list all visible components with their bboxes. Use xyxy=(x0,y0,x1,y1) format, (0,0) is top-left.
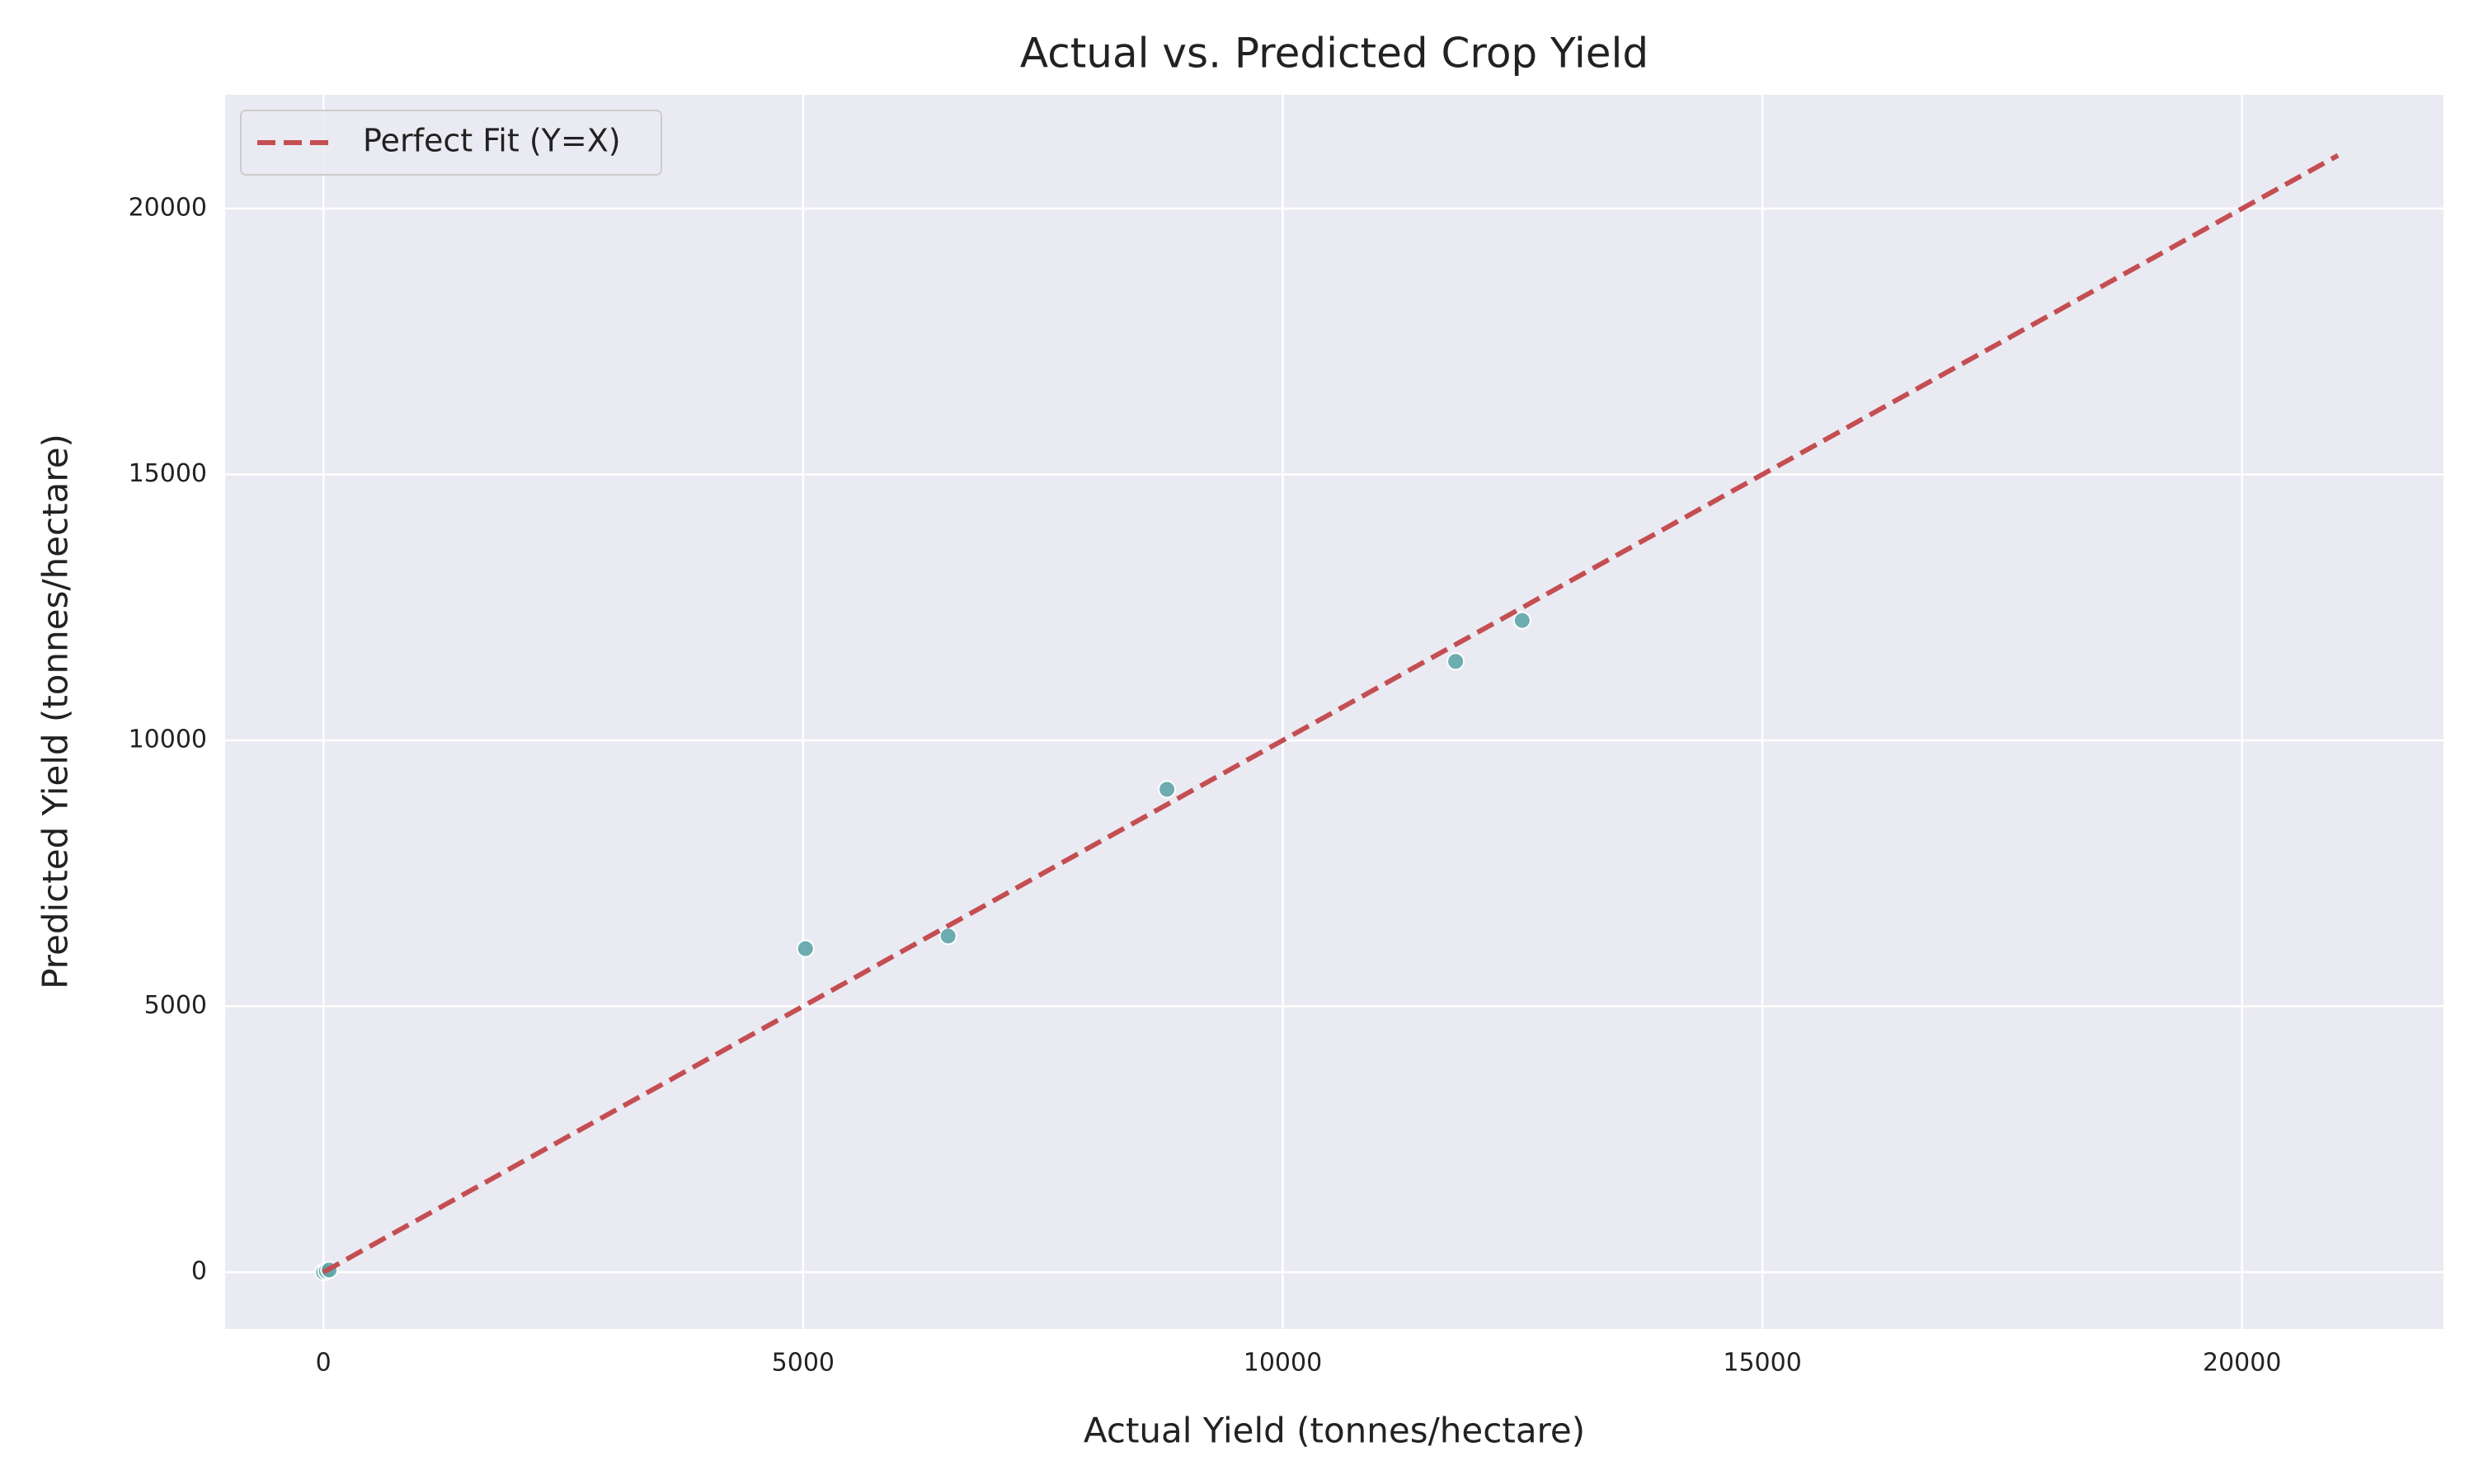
point xyxy=(796,939,815,958)
x-tick-label: 5000 xyxy=(772,1349,835,1378)
chart-title: Actual vs. Predicted Crop Yield xyxy=(1020,30,1649,77)
x-tick-label: 15000 xyxy=(1723,1349,1801,1378)
fit-line xyxy=(322,153,2340,1275)
x-axis-label: Actual Yield (tonnes/hectare) xyxy=(1084,1411,1585,1451)
x-tick-label: 10000 xyxy=(1244,1349,1322,1378)
y-tick-label: 10000 xyxy=(129,726,207,754)
y-tick-label: 20000 xyxy=(129,194,207,223)
y-tick-label: 15000 xyxy=(129,459,207,488)
y-tick-label: 5000 xyxy=(144,991,207,1020)
point xyxy=(1512,611,1531,630)
plot-area xyxy=(225,95,2443,1329)
y-axis-label: Predicted Yield (tonnes/hectare) xyxy=(35,434,76,989)
point xyxy=(1446,652,1465,671)
legend-box xyxy=(240,110,662,176)
legend-label: Perfect Fit (Y=X) xyxy=(363,123,621,159)
point xyxy=(938,927,957,946)
point xyxy=(1158,780,1177,799)
x-tick-label: 0 xyxy=(316,1349,332,1378)
y-tick-label: 0 xyxy=(191,1256,207,1285)
x-tick-label: 20000 xyxy=(2203,1349,2281,1378)
